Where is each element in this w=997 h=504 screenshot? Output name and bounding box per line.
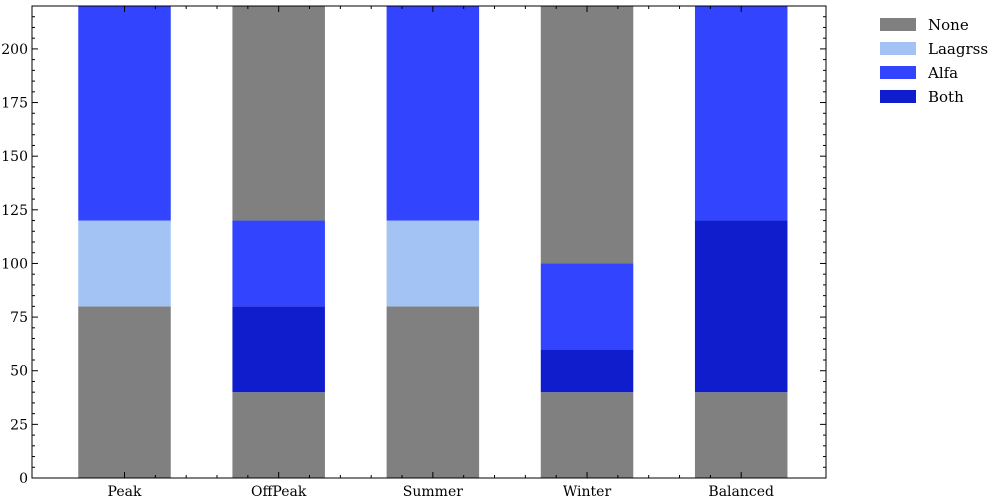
legend-label-none: None	[928, 16, 969, 34]
bar-offpeak-alfa	[232, 220, 325, 307]
bar-offpeak-none	[232, 6, 325, 221]
y-tick-label: 25	[10, 417, 28, 433]
bar-offpeak-none	[232, 392, 325, 478]
bar-winter-both	[540, 349, 634, 393]
y-axis: 0 25 50 75 100 125 150 175 200	[1, 5, 826, 487]
legend-swatch-none	[880, 18, 916, 31]
bar-summer-laagrss	[386, 220, 480, 307]
bar-balanced-both	[694, 220, 788, 393]
bars-layer	[78, 6, 788, 478]
y-tick-label: 0	[19, 471, 28, 487]
bar-summer-none	[386, 306, 480, 478]
bar-balanced-alfa	[694, 6, 788, 221]
bar-summer-alfa	[386, 6, 480, 221]
y-tick-label: 100	[1, 256, 28, 272]
legend-label-alfa: Alfa	[927, 64, 958, 82]
y-tick-label: 150	[1, 149, 28, 165]
y-tick-label: 200	[1, 42, 28, 58]
bar-balanced-none	[694, 392, 788, 478]
x-axis: Peak OffPeak Summer Winter Balanced	[108, 6, 774, 500]
y-tick-label: 50	[10, 364, 28, 380]
x-tick-label: OffPeak	[251, 484, 307, 500]
y-tick-label: 175	[1, 96, 28, 112]
y-tick-label: 125	[1, 203, 28, 219]
bar-peak-laagrss	[78, 220, 171, 307]
legend-swatch-alfa	[880, 66, 916, 79]
legend-label-both: Both	[928, 88, 964, 106]
bar-peak-alfa	[78, 6, 171, 221]
bar-peak-none	[78, 306, 171, 478]
bar-winter-none	[540, 6, 634, 264]
legend-swatch-both	[880, 90, 916, 103]
legend-label-laagrss: Laagrss	[928, 40, 988, 58]
x-tick-label: Winter	[563, 484, 612, 500]
legend: None Laagrss Alfa Both	[880, 16, 988, 106]
x-tick-label: Balanced	[708, 484, 774, 500]
bar-offpeak-both	[232, 306, 325, 393]
bar-winter-none	[540, 392, 634, 478]
x-tick-label: Summer	[403, 484, 463, 500]
bar-winter-alfa	[540, 263, 634, 350]
x-tick-label: Peak	[108, 484, 142, 500]
legend-swatch-laagrss	[880, 42, 916, 55]
y-tick-label: 75	[10, 310, 28, 326]
